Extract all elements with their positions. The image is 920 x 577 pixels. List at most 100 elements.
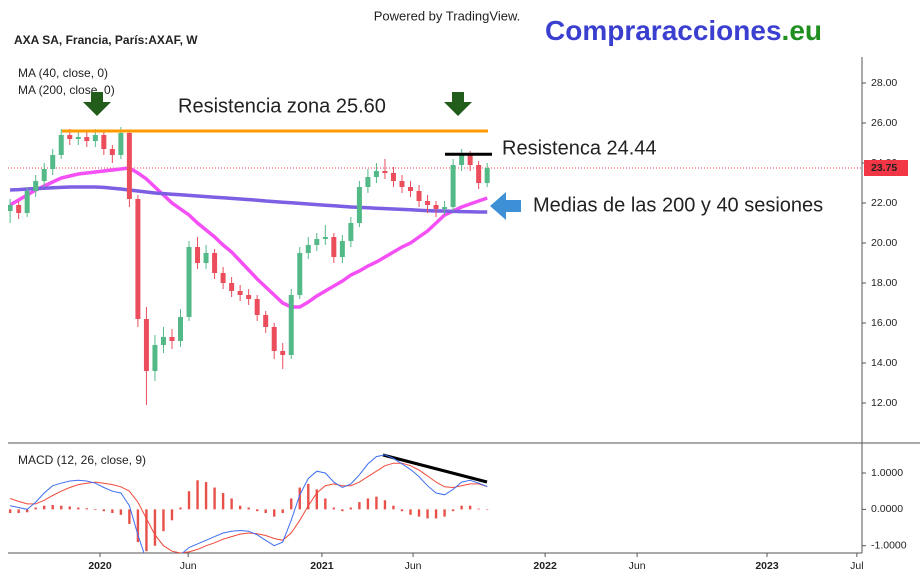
histogram-bar (221, 493, 225, 510)
histogram-bar (119, 509, 123, 515)
histogram-bar (477, 508, 480, 510)
x-tick-label: 2022 (533, 560, 557, 572)
arrow-down (83, 92, 111, 116)
candle-body (442, 207, 448, 209)
y-tick-label: 20.00 (871, 237, 897, 249)
candle-body (348, 223, 354, 241)
candle-body (373, 171, 379, 177)
histogram-bar (460, 505, 463, 510)
histogram-bar (341, 509, 344, 512)
y-tick-label: 16.00 (871, 317, 897, 329)
x-tick-label: Jul (850, 560, 863, 572)
candle-body (263, 315, 269, 327)
histogram-bar (34, 507, 37, 510)
candle-body (339, 241, 345, 257)
histogram-bar (375, 496, 378, 510)
candle-body (314, 239, 320, 245)
histogram-bar (264, 509, 267, 513)
arrow-left (490, 192, 521, 220)
histogram-bar (213, 487, 216, 510)
candle-body (135, 199, 141, 319)
histogram-bar (443, 509, 446, 517)
chart-title: AXA SA, Francia, París:AXAF, W (14, 33, 198, 47)
histogram-bar (145, 509, 148, 552)
histogram-bar (162, 509, 165, 532)
candle-body (169, 337, 175, 341)
histogram-bar (102, 509, 106, 512)
candle-body (50, 155, 56, 169)
last-price-box (864, 160, 908, 176)
y-tick-label: 1.0000 (871, 467, 903, 479)
histogram-bar (136, 509, 140, 543)
annotation: Medias de las 200 y 40 sesiones (533, 194, 823, 216)
candle-body (450, 165, 456, 207)
macd-line (9, 454, 488, 553)
candle-body (33, 181, 39, 191)
moving-average (9, 166, 488, 309)
histogram-bar (349, 507, 353, 510)
legend-entry: MA (200, close, 0) (18, 83, 115, 97)
candle-body (331, 237, 337, 257)
candle-body (203, 253, 209, 263)
candle-body (67, 135, 73, 139)
macd-pane (8, 454, 489, 553)
candle-body (75, 137, 81, 139)
powered-by: Powered by TradingView. (374, 8, 520, 23)
histogram-bar (324, 498, 327, 510)
candle-body (229, 283, 235, 291)
histogram-bar (238, 505, 242, 510)
brand-tld: .eu (782, 15, 822, 46)
legend-entry: MA (40, close, 0) (18, 66, 108, 80)
histogram-bar (434, 509, 438, 519)
candle-body (8, 205, 13, 211)
arrow-down (444, 92, 472, 116)
price-pane (8, 127, 862, 405)
x-tick-label: 2020 (88, 560, 112, 572)
candle-body (16, 205, 22, 213)
candle-body (467, 155, 473, 165)
histogram-bar (255, 509, 259, 512)
histogram-bar (85, 508, 88, 510)
x-tick-label: 2023 (755, 560, 779, 572)
candle-body (382, 171, 388, 173)
histogram-bar (204, 482, 208, 510)
candle-body (160, 337, 166, 345)
candle-body (399, 181, 405, 187)
histogram-bar (315, 489, 319, 510)
x-tick-label: Jun (405, 560, 422, 572)
histogram-bar (290, 498, 293, 510)
y-tick-label: 12.00 (871, 397, 897, 409)
histogram-bar (170, 509, 174, 521)
histogram-bar (468, 505, 472, 510)
candle-body (152, 345, 158, 371)
annotation: Resistencia zona 25.60 (178, 95, 386, 117)
divergence-line (382, 453, 488, 484)
brand: Compraracciones.eu (545, 15, 822, 46)
candle-body (484, 168, 490, 183)
histogram-bar (179, 507, 182, 510)
histogram-bar (485, 509, 489, 510)
histogram-bar (51, 505, 54, 510)
y-tick-label: 26.00 (871, 117, 897, 129)
histogram-bar (281, 509, 284, 513)
histogram-bar (17, 509, 20, 513)
candle-body (195, 247, 201, 263)
candle-body (408, 187, 414, 191)
y-tick-label: -1.0000 (871, 540, 907, 552)
candle-body (186, 247, 192, 317)
candle-body (280, 351, 286, 355)
candle-body (109, 149, 115, 155)
candle-body (58, 135, 64, 155)
candle-body (237, 291, 243, 295)
histogram-bar (332, 507, 336, 510)
macd-title: MACD (12, 26, close, 9) (18, 453, 146, 467)
histogram-bar (298, 487, 301, 510)
candle-body (425, 201, 431, 205)
x-tick-label: 2021 (310, 560, 334, 572)
candle-body (254, 299, 260, 315)
signal-line (9, 462, 488, 553)
histogram-bar (230, 498, 233, 510)
histogram-bar (60, 505, 63, 510)
histogram-bar (383, 500, 387, 510)
